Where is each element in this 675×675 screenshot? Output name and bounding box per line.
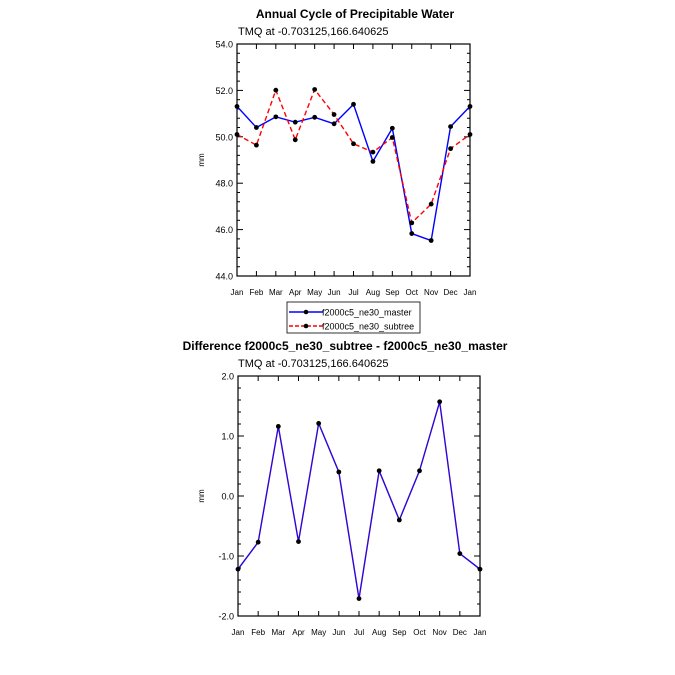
data-point — [409, 220, 415, 226]
data-point — [428, 238, 434, 243]
y-tick-label: 48.0 — [215, 179, 233, 189]
x-tick-label: Jul — [348, 288, 358, 297]
data-point — [292, 119, 298, 125]
series-line-f2000c5_ne30_subtree — [236, 88, 471, 225]
x-tick-label: Aug — [366, 288, 380, 297]
data-point — [477, 566, 483, 572]
data-point — [331, 112, 337, 117]
data-point — [312, 114, 318, 120]
data-point — [255, 539, 261, 545]
x-tick-label: Jun — [328, 288, 341, 297]
x-tick-label: Dec — [453, 628, 467, 637]
plot-area-bottom: Jan Feb Mar Apr May Jun Jul Aug Sep Oct Nov Dec Jan -… — [218, 372, 486, 638]
plot-area-top: Jan Feb Mar Apr May Jun Jul Aug Sep Oct Nov Dec Jan 4… — [215, 40, 476, 298]
legend-marker-master — [303, 309, 309, 315]
data-point — [234, 132, 240, 137]
x-tick-label: Apr — [292, 628, 305, 637]
x-tick-label: Jan — [464, 288, 477, 297]
y-tick-label: 54.0 — [215, 40, 233, 50]
data-point — [254, 142, 259, 148]
x-tick-label: Aug — [372, 628, 386, 637]
data-point — [467, 132, 473, 137]
chart-title-bottom: Difference f2000c5_ne30_subtree - f2000c… — [183, 339, 508, 353]
legend: f2000c5_ne30_master f2000c5_ne30_subtree — [286, 301, 421, 334]
data-point — [428, 201, 434, 207]
data-point — [389, 125, 395, 131]
data-point — [457, 551, 463, 556]
y-tick-label: 44.0 — [215, 272, 233, 282]
data-point — [331, 121, 337, 127]
legend-label-subtree: f2000c5_ne30_subtree — [322, 322, 414, 332]
data-point — [273, 114, 279, 120]
data-point — [254, 125, 259, 130]
plot-frame — [237, 375, 481, 617]
x-tick-label: Oct — [413, 628, 426, 637]
legend-box — [286, 301, 421, 334]
y-axis-label-bottom: mm — [197, 489, 206, 503]
y-tick-label: 2.0 — [221, 372, 234, 382]
data-point — [389, 135, 395, 140]
x-tick-label: Jun — [332, 628, 345, 637]
x-tick-label: Sep — [385, 288, 400, 297]
x-tick-label: May — [311, 628, 326, 637]
chart-subtitle-bottom: TMQ at -0.703125,166.640625 — [238, 358, 388, 370]
y-tick-label: -2.0 — [218, 612, 234, 622]
series-line-overlay — [237, 401, 481, 599]
data-point — [351, 141, 356, 147]
x-tick-label: Jan — [232, 628, 245, 637]
x-tick-label: Jan — [474, 628, 487, 637]
data-point — [235, 566, 241, 572]
y-axis-label-top: mm — [197, 153, 206, 167]
x-tick-label: Mar — [269, 288, 283, 297]
x-tick-label: Jan — [231, 288, 244, 297]
data-point — [234, 104, 240, 109]
x-tick-label: Feb — [250, 288, 264, 297]
chart-title-top: Annual Cycle of Precipitable Water — [256, 7, 455, 21]
data-point — [448, 124, 453, 129]
x-tick-label: Dec — [443, 288, 457, 297]
data-point — [316, 421, 322, 426]
x-tick-label: Feb — [251, 628, 265, 637]
y-tick-label: 1.0 — [221, 432, 234, 442]
data-point — [296, 539, 301, 544]
data-point — [336, 469, 342, 475]
data-point — [396, 517, 402, 523]
x-tick-label: Apr — [289, 288, 302, 297]
data-point — [356, 596, 362, 601]
data-point — [376, 468, 382, 474]
data-point — [417, 468, 422, 474]
data-point — [292, 137, 298, 143]
data-point — [437, 399, 443, 405]
data-point — [467, 104, 473, 109]
legend-marker-subtree — [303, 323, 309, 329]
data-point — [448, 146, 453, 152]
data-point — [275, 424, 281, 429]
chart-subtitle-top: TMQ at -0.703125,166.640625 — [238, 26, 388, 38]
data-point — [273, 87, 279, 93]
data-point — [351, 101, 356, 107]
data-point — [312, 87, 318, 92]
x-tick-label: Mar — [271, 628, 285, 637]
y-tick-label: -1.0 — [218, 552, 234, 562]
x-tick-label: Oct — [406, 288, 419, 297]
y-tick-label: 0.0 — [221, 492, 234, 502]
data-point — [370, 158, 376, 164]
plot-frame — [236, 43, 471, 277]
x-tick-label: Sep — [392, 628, 407, 637]
x-tick-label: Jul — [354, 628, 364, 637]
series-line-f2000c5_ne30_master — [236, 103, 471, 242]
data-point — [409, 231, 415, 236]
x-tick-label: Nov — [433, 628, 447, 637]
legend-label-master: f2000c5_ne30_master — [322, 308, 412, 318]
x-tick-label: May — [307, 288, 322, 297]
y-tick-label: 50.0 — [215, 132, 233, 142]
y-tick-label: 52.0 — [215, 86, 233, 96]
x-tick-label: Nov — [424, 288, 438, 297]
data-point — [370, 149, 376, 155]
y-tick-label: 46.0 — [215, 225, 233, 235]
